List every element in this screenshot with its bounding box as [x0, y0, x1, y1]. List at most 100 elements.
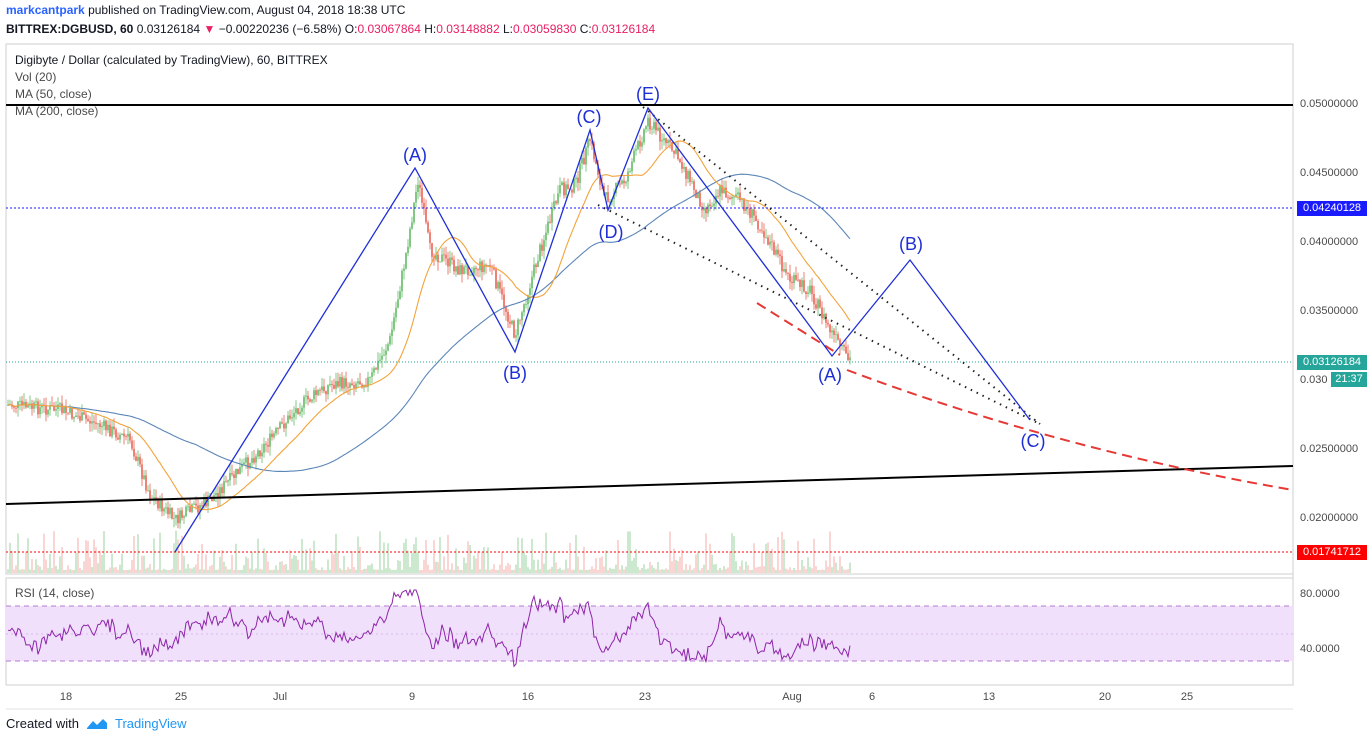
symbol-header: BITTREX:DGBUSD, 60 0.03126184 ▼ −0.00220… — [6, 22, 655, 36]
volume-bar — [773, 567, 775, 573]
wave-label-c2: (C) — [1021, 431, 1046, 451]
candle-body — [315, 390, 317, 395]
volume-bar — [259, 568, 261, 573]
author-link[interactable]: markcantpark — [6, 3, 85, 17]
volume-bar — [759, 566, 761, 573]
candle-body — [665, 138, 667, 144]
candle-body — [421, 187, 423, 203]
close-label: C: — [579, 22, 592, 36]
volume-bar — [843, 569, 845, 573]
candle-body — [539, 244, 541, 261]
candle-body — [585, 147, 587, 165]
candle-body — [753, 209, 755, 216]
candle-body — [303, 396, 305, 408]
candle-body — [37, 401, 39, 415]
volume-bar — [293, 555, 295, 573]
projection-curve-upper[interactable] — [756, 302, 841, 356]
volume-bar — [791, 570, 793, 573]
candle-body — [397, 299, 399, 308]
volume-bar — [631, 560, 633, 573]
volume-bar — [721, 569, 723, 573]
candle-body — [131, 440, 133, 449]
volume-bar — [325, 570, 327, 573]
volume-bar — [751, 570, 753, 573]
candle-body — [827, 322, 829, 325]
wedge-upper-line[interactable] — [642, 106, 1041, 425]
time-label: 25 — [1181, 691, 1193, 703]
volume-bar — [29, 569, 31, 573]
elliott-wave-path[interactable] — [174, 106, 1031, 553]
volume-bar — [21, 569, 23, 573]
candle-body — [287, 415, 289, 424]
volume-bar — [75, 552, 77, 573]
candle-body — [35, 401, 37, 403]
tradingview-logo-icon[interactable] — [85, 717, 109, 731]
candle-body — [101, 426, 103, 428]
candle-body — [509, 321, 511, 324]
candle-body — [651, 128, 653, 130]
volume-bar — [227, 569, 229, 573]
candle-body — [775, 249, 777, 255]
candle-body — [201, 505, 203, 507]
rsi-tick: 40.0000 — [1300, 643, 1340, 655]
candle-body — [67, 412, 69, 414]
legend-ma200[interactable]: MA (200, close) — [15, 104, 99, 118]
candle-body — [801, 280, 803, 288]
price-tick: 0.04500000 — [1300, 167, 1358, 179]
volume-bar — [529, 569, 531, 573]
legend-rsi[interactable]: RSI (14, close) — [15, 586, 95, 600]
projection-curve-lower[interactable] — [846, 369, 1294, 491]
volume-bar — [515, 564, 517, 573]
volume-bar — [321, 567, 323, 573]
volume-bar — [719, 567, 721, 573]
volume-bar — [241, 569, 243, 573]
candle-body — [251, 458, 253, 463]
candle-body — [517, 319, 519, 336]
candle-body — [279, 422, 281, 429]
volume-bar — [683, 570, 685, 573]
volume-bar — [111, 553, 113, 573]
candle-body — [549, 221, 551, 223]
candle-body — [515, 335, 517, 338]
volume-bar — [679, 556, 681, 573]
candle-body — [561, 182, 563, 186]
candle-body — [453, 259, 455, 272]
candle-body — [143, 475, 145, 479]
legend-ma50[interactable]: MA (50, close) — [15, 87, 92, 101]
candle-body — [369, 376, 371, 378]
volume-bar — [67, 565, 69, 573]
support-trendline[interactable] — [5, 465, 1294, 505]
candle-body — [623, 180, 625, 184]
publish-header: markcantpark published on TradingView.co… — [6, 3, 405, 17]
time-label: 23 — [639, 691, 651, 703]
candle-body — [191, 504, 193, 512]
legend-volume[interactable]: Vol (20) — [15, 70, 57, 84]
candle-body — [565, 184, 567, 196]
candle-body — [821, 307, 823, 319]
candle-body — [239, 467, 241, 475]
volume-bar — [815, 566, 817, 573]
tradingview-link[interactable]: TradingView — [114, 716, 187, 731]
wedge-lower-line[interactable] — [597, 204, 1041, 425]
candle-body — [501, 288, 503, 295]
candle-body — [77, 415, 79, 417]
volume-bar — [811, 568, 813, 573]
volume-bar — [163, 568, 165, 573]
volume-bar — [117, 569, 119, 573]
price-change: −0.00220236 (−6.58%) — [218, 22, 342, 36]
candle-body — [353, 385, 355, 388]
candle-body — [335, 381, 337, 389]
candle-body — [195, 503, 197, 506]
volume-bar — [161, 570, 163, 573]
time-label: 16 — [522, 691, 534, 703]
volume-bar — [465, 563, 467, 573]
price-tick: 0.03500000 — [1300, 305, 1358, 317]
candle-body — [703, 207, 705, 211]
volume-bar — [59, 556, 61, 573]
volume-bar — [755, 567, 757, 573]
volume-bar — [189, 568, 191, 573]
candle-body — [499, 282, 501, 289]
price-tick: 0.05000000 — [1300, 98, 1358, 110]
volume-bar — [479, 569, 481, 573]
